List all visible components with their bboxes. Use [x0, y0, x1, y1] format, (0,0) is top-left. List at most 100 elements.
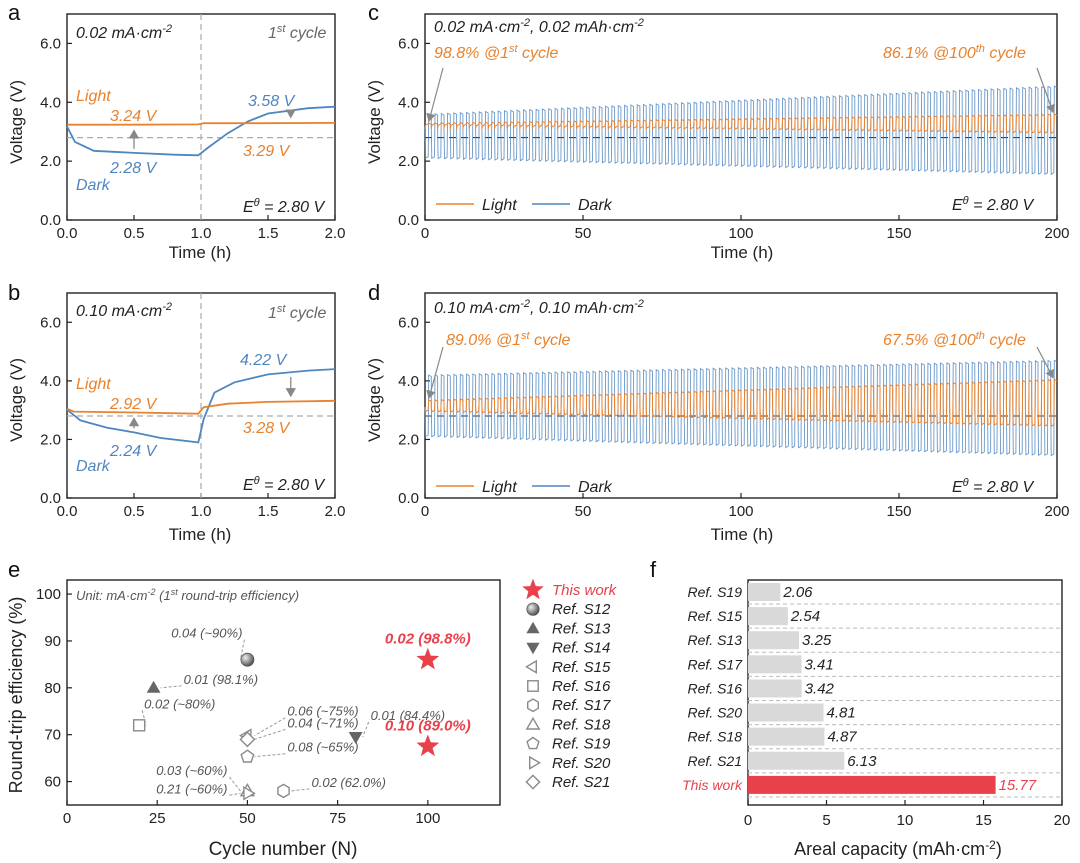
panel-d-light-line: [424, 378, 1058, 428]
panel-a-light-label: Light: [76, 88, 111, 105]
panel-e-point-ref-s15-label: 0.06 (~75%): [287, 704, 358, 719]
panel-f-xlabel: Areal capacity (mAh·cm-2): [794, 838, 1002, 859]
panel-a-light-line: [67, 122, 336, 126]
panel-e-point-ref-s16-leader: [141, 710, 147, 726]
panel-e-point-this-work-label: 0.10 (89.0%): [385, 717, 471, 734]
panel-f-bar-ref-s21: [748, 751, 845, 770]
panel-e-ytick-label: 70: [44, 727, 61, 744]
panel-e-legend-ref-s14-label: Ref. S14: [552, 640, 610, 657]
panel-b-light-label: Light: [76, 376, 111, 393]
panel-b-light-discharge: 3.28 V: [243, 420, 291, 437]
panel-e-point-ref-s12-leader: [239, 639, 245, 660]
panel-c-ytick-label: 6.0: [398, 35, 419, 52]
panel-d-xlabel: Time (h): [711, 525, 774, 544]
panel-e-point-ref-s19-leader: [254, 753, 286, 758]
panel-f-xtick-label: 5: [822, 812, 830, 829]
panel-e-xtick-label: 0: [63, 810, 71, 827]
panel-e-point-ref-s18-label: 0.03 (~60%): [156, 763, 227, 778]
panel-b-ytick-label: 2.0: [40, 431, 61, 448]
panel-b-xtick-label: 1.0: [191, 503, 212, 520]
panel-f-bar-ref-s16: [748, 679, 802, 698]
panel-b-dark-discharge: 4.22 V: [240, 352, 288, 369]
panel-b-xtick-label: 1.5: [258, 503, 279, 520]
panel-c-light-line: [424, 113, 1058, 135]
panel-e-legend-ref-s20-label: Ref. S20: [552, 755, 611, 772]
panel-c-dark-line: [424, 85, 1058, 176]
panel-e-xlabel: Cycle number (N): [209, 839, 358, 860]
panel-c-letter: c: [368, 0, 379, 25]
panel-c-last-arrow: [1036, 67, 1056, 114]
panel-a-xtick-label: 0.0: [57, 225, 78, 242]
panel-e-point-ref-s14: [348, 732, 363, 744]
panel-b-potential: Eθ = 2.80 V: [243, 475, 325, 494]
panel-d-ylabel: Voltage (V): [365, 358, 384, 442]
panel-c-potential: Eθ = 2.80 V: [952, 195, 1034, 214]
panel-a-light-discharge: 3.29 V: [243, 143, 291, 160]
panel-f-xtick-label: 15: [975, 812, 992, 829]
panel-d-xtick-label: 50: [575, 503, 592, 520]
panel-a-xtick-label: 1.0: [191, 225, 212, 242]
panel-c-ytick-label: 0.0: [398, 212, 419, 229]
panel-f-bar-ref-s17-value: 3.41: [805, 656, 834, 673]
panel-e-point-this-work: [416, 647, 440, 670]
panel-f-xtick-label: 0: [744, 812, 752, 829]
panel-f-letter: f: [650, 557, 657, 582]
panel-d-legend-light: Light: [482, 479, 517, 496]
panel-e-xtick-label: 75: [329, 810, 346, 827]
panel-d-ytick-label: 4.0: [398, 373, 419, 390]
panel-e-legend-ref-s20-marker: [529, 755, 541, 770]
panel-c: c 0 50 100 150 200 0.0 2.0 4.0 6.0 0.02 mA·cm-2,…: [365, 0, 1070, 262]
panel-f-bar-ref-s20-value: 4.81: [827, 705, 856, 722]
panel-d-potential: Eθ = 2.80 V: [952, 477, 1034, 496]
panel-e-point-ref-s20: [243, 785, 256, 801]
panel-e-legend-ref-s15-marker: [525, 659, 537, 674]
panel-b-plot: 0.0 0.5 1.0 1.5 2.0 0.0 2.0 4.0 6.0: [40, 292, 346, 520]
panel-d-dark-line: [424, 359, 1058, 457]
panel-f-bar-ref-s13-value: 3.25: [802, 632, 832, 649]
panel-f-bar-ref-s13: [748, 631, 800, 650]
panel-f-bar-ref-s15-value: 2.54: [790, 608, 820, 625]
panel-f-bar-ref-s20: [748, 703, 824, 722]
panel-e-point-ref-s14-label: 0.01 (84.4%): [371, 708, 445, 723]
panel-c-ytick-label: 2.0: [398, 153, 419, 170]
panel-d-first-arrow: [426, 346, 444, 400]
panel-e-legend-ref-s18-marker: [525, 716, 541, 730]
panel-f-bar-ref-s21-category: Ref. S21: [688, 753, 742, 769]
panel-e-ytick-label: 60: [44, 774, 61, 791]
panel-f-bar-ref-s20-category: Ref. S20: [688, 705, 743, 721]
panel-e-point-ref-s20-leader: [229, 792, 241, 796]
panel-a-light-charge: 3.24 V: [110, 108, 158, 125]
panel-f-bar-this-work: [748, 775, 996, 794]
panel-e-legend: This work Ref. S12 Ref. S13 Ref. S14 Ref. S1…: [522, 578, 618, 791]
panel-e-legend-ref-s13-label: Ref. S13: [552, 620, 611, 637]
panel-d-ytick-label: 6.0: [398, 314, 419, 331]
panel-d-ytick-label: 0.0: [398, 490, 419, 507]
panel-e-ytick-label: 100: [36, 586, 61, 603]
panel-c-legend-dark: Dark: [578, 197, 613, 214]
panel-b-ylabel: Voltage (V): [7, 358, 26, 442]
panel-b-ytick-label: 6.0: [40, 314, 61, 331]
panel-b-letter: b: [8, 280, 20, 305]
panel-e-xtick-label: 25: [149, 810, 166, 827]
panel-c-ylabel: Voltage (V): [365, 80, 384, 164]
panel-d-last-arrow: [1036, 346, 1054, 379]
panel-a: a 0.0 0.5 1.0 1.5 2.0 0.0 2.0 4.0 6.0 0.02 mA·cm…: [7, 0, 345, 262]
panel-f-bar-ref-s17-category: Ref. S17: [688, 656, 744, 672]
panel-e-legend-ref-s21-label: Ref. S21: [552, 774, 610, 791]
panel-f-bar-ref-s19: [748, 583, 781, 601]
panel-f-bar-ref-s21-value: 6.13: [847, 753, 877, 770]
panel-e-point-this-work-label: 0.02 (98.8%): [385, 631, 471, 648]
panel-a-dark-label: Dark: [76, 177, 111, 194]
panel-e-point-ref-s17: [277, 783, 290, 799]
panel-b-xtick-label: 2.0: [325, 503, 346, 520]
panel-c-xtick-label: 200: [1044, 225, 1069, 242]
panel-e-legend-ref-s19-marker: [526, 736, 540, 750]
panel-d-ytick-label: 2.0: [398, 431, 419, 448]
panel-e-point-ref-s21-label: 0.04 (~71%): [287, 715, 358, 730]
panel-a-dark-discharge: 3.58 V: [248, 93, 296, 110]
panel-b-ytick-label: 0.0: [40, 490, 61, 507]
panel-a-ytick-label: 2.0: [40, 153, 61, 170]
panel-e-ytick-label: 80: [44, 680, 61, 697]
panel-c-first-cycle: 98.8% @1st cycle: [434, 43, 559, 62]
